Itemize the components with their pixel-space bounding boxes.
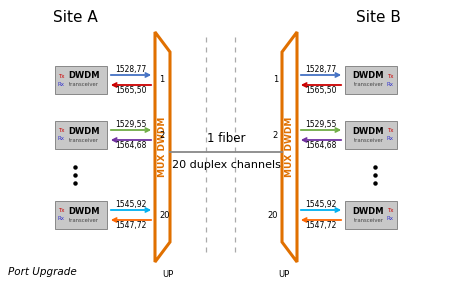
FancyBboxPatch shape (55, 121, 107, 149)
Text: UP: UP (162, 270, 173, 279)
Text: Rx: Rx (58, 137, 65, 141)
Text: Tx: Tx (58, 74, 64, 78)
Text: transceiver: transceiver (353, 217, 382, 223)
Text: transceiver: transceiver (69, 217, 98, 223)
Text: 20: 20 (159, 211, 169, 219)
Text: Port Upgrade: Port Upgrade (8, 267, 77, 277)
Text: 1 fiber: 1 fiber (206, 132, 245, 145)
Text: DWDM: DWDM (352, 127, 383, 135)
Text: 1528,77: 1528,77 (305, 65, 336, 74)
Text: 1528,77: 1528,77 (115, 65, 146, 74)
Text: Rx: Rx (386, 137, 393, 141)
Text: Rx: Rx (386, 217, 393, 221)
Text: Site A: Site A (52, 11, 97, 25)
Text: 1545,92: 1545,92 (304, 200, 336, 209)
Text: Site B: Site B (355, 11, 400, 25)
Text: Tx: Tx (387, 209, 393, 213)
Text: MUX DWDM: MUX DWDM (285, 117, 293, 177)
Text: Rx: Rx (386, 82, 393, 87)
FancyBboxPatch shape (55, 66, 107, 94)
Text: 1529,55: 1529,55 (115, 120, 147, 129)
Text: DWDM: DWDM (68, 72, 99, 80)
Text: Tx: Tx (58, 129, 64, 133)
FancyBboxPatch shape (55, 201, 107, 229)
Text: 2: 2 (272, 131, 277, 139)
Text: Tx: Tx (387, 74, 393, 78)
Text: transceiver: transceiver (353, 137, 382, 142)
FancyBboxPatch shape (344, 121, 396, 149)
FancyBboxPatch shape (344, 66, 396, 94)
Text: DWDM: DWDM (352, 72, 383, 80)
Text: 1: 1 (159, 76, 164, 84)
Text: 2: 2 (159, 131, 164, 139)
Text: 1564,68: 1564,68 (115, 141, 147, 150)
FancyBboxPatch shape (344, 201, 396, 229)
Text: Tx: Tx (387, 129, 393, 133)
Text: transceiver: transceiver (353, 82, 382, 87)
Text: 1547,72: 1547,72 (304, 221, 336, 230)
Text: UP: UP (278, 270, 289, 279)
Text: 1564,68: 1564,68 (304, 141, 336, 150)
Text: 1547,72: 1547,72 (115, 221, 147, 230)
Text: DWDM: DWDM (352, 207, 383, 215)
Text: MUX DWDM: MUX DWDM (158, 117, 166, 177)
Text: 1565,50: 1565,50 (304, 86, 336, 95)
Text: 1: 1 (272, 76, 277, 84)
Text: transceiver: transceiver (69, 82, 98, 87)
Text: 20 duplex channels: 20 duplex channels (171, 160, 280, 170)
Text: DWDM: DWDM (68, 127, 99, 135)
Text: transceiver: transceiver (69, 137, 98, 142)
Text: 1565,50: 1565,50 (115, 86, 147, 95)
Text: 20: 20 (267, 211, 277, 219)
Text: 1545,92: 1545,92 (115, 200, 147, 209)
Text: 1529,55: 1529,55 (304, 120, 336, 129)
Text: Tx: Tx (58, 209, 64, 213)
Text: Rx: Rx (58, 82, 65, 87)
Text: DWDM: DWDM (68, 207, 99, 215)
Text: Rx: Rx (58, 217, 65, 221)
